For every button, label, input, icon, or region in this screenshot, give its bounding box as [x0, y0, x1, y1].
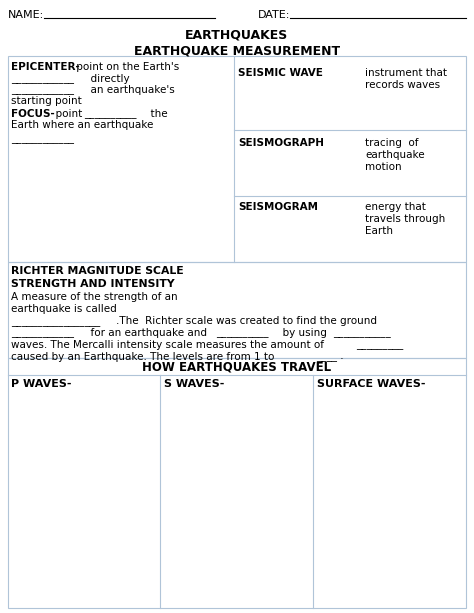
- Text: caused by an Earthquake. The levels are from 1 to: caused by an Earthquake. The levels are …: [11, 352, 274, 362]
- Text: _________: _________: [356, 340, 403, 350]
- Text: point on the Earth's: point on the Earth's: [73, 62, 179, 72]
- Text: EARTHQUAKES: EARTHQUAKES: [185, 28, 289, 41]
- Text: _________________: _________________: [11, 316, 103, 326]
- Text: instrument that: instrument that: [365, 68, 447, 78]
- Bar: [8, 262, 466, 358]
- Text: HOW EARTHQUAKES TRAVEL: HOW EARTHQUAKES TRAVEL: [143, 361, 331, 374]
- Text: travels through: travels through: [365, 214, 445, 224]
- Text: SEISMIC WAVE: SEISMIC WAVE: [238, 68, 323, 78]
- Text: for an earthquake and: for an earthquake and: [84, 328, 207, 338]
- Text: energy that: energy that: [365, 202, 426, 212]
- Text: ___________: ___________: [333, 328, 391, 338]
- Text: waves. The Mercalli intensity scale measures the amount of: waves. The Mercalli intensity scale meas…: [11, 340, 324, 350]
- Text: earthquake: earthquake: [365, 150, 425, 160]
- Text: starting point: starting point: [11, 96, 82, 106]
- Text: point: point: [49, 109, 82, 119]
- Text: RICHTER MAGNITUDE SCALE: RICHTER MAGNITUDE SCALE: [11, 266, 183, 276]
- Text: records waves: records waves: [365, 80, 440, 90]
- Text: ____________: ____________: [11, 85, 74, 95]
- Text: S WAVES-: S WAVES-: [164, 379, 224, 389]
- Bar: [8, 56, 466, 262]
- Text: A measure of the strength of an: A measure of the strength of an: [11, 292, 178, 302]
- Text: DATE:: DATE:: [258, 10, 291, 20]
- Text: EPICENTER-: EPICENTER-: [11, 62, 80, 72]
- Text: an earthquake's: an earthquake's: [84, 85, 175, 95]
- Text: EARTHQUAKE MEASUREMENT: EARTHQUAKE MEASUREMENT: [134, 44, 340, 57]
- Text: the: the: [144, 109, 168, 119]
- Text: .The  Richter scale was created to find the ground: .The Richter scale was created to find t…: [116, 316, 377, 326]
- Text: ____________: ____________: [11, 134, 74, 144]
- Bar: [8, 358, 466, 608]
- Text: ____________: ____________: [11, 328, 74, 338]
- Text: NAME:: NAME:: [8, 10, 44, 20]
- Text: SEISMOGRAPH: SEISMOGRAPH: [238, 138, 324, 148]
- Text: P WAVES-: P WAVES-: [11, 379, 72, 389]
- Text: SEISMOGRAM: SEISMOGRAM: [238, 202, 318, 212]
- Text: Earth: Earth: [365, 226, 393, 236]
- Text: directly: directly: [84, 74, 129, 84]
- Text: ____ .: ____ .: [316, 352, 344, 362]
- Text: __________: __________: [216, 328, 268, 338]
- Text: __________: __________: [84, 109, 137, 119]
- Text: tracing  of: tracing of: [365, 138, 419, 148]
- Text: earthquake is called: earthquake is called: [11, 304, 117, 314]
- Text: SURFACE WAVES-: SURFACE WAVES-: [317, 379, 426, 389]
- Text: STRENGTH AND INTENSITY: STRENGTH AND INTENSITY: [11, 279, 174, 289]
- Text: by using: by using: [276, 328, 327, 338]
- Text: Earth where an earthquake: Earth where an earthquake: [11, 120, 154, 130]
- Text: ____________: ____________: [11, 74, 74, 84]
- Text: FOCUS-: FOCUS-: [11, 109, 55, 119]
- Text: motion: motion: [365, 162, 401, 172]
